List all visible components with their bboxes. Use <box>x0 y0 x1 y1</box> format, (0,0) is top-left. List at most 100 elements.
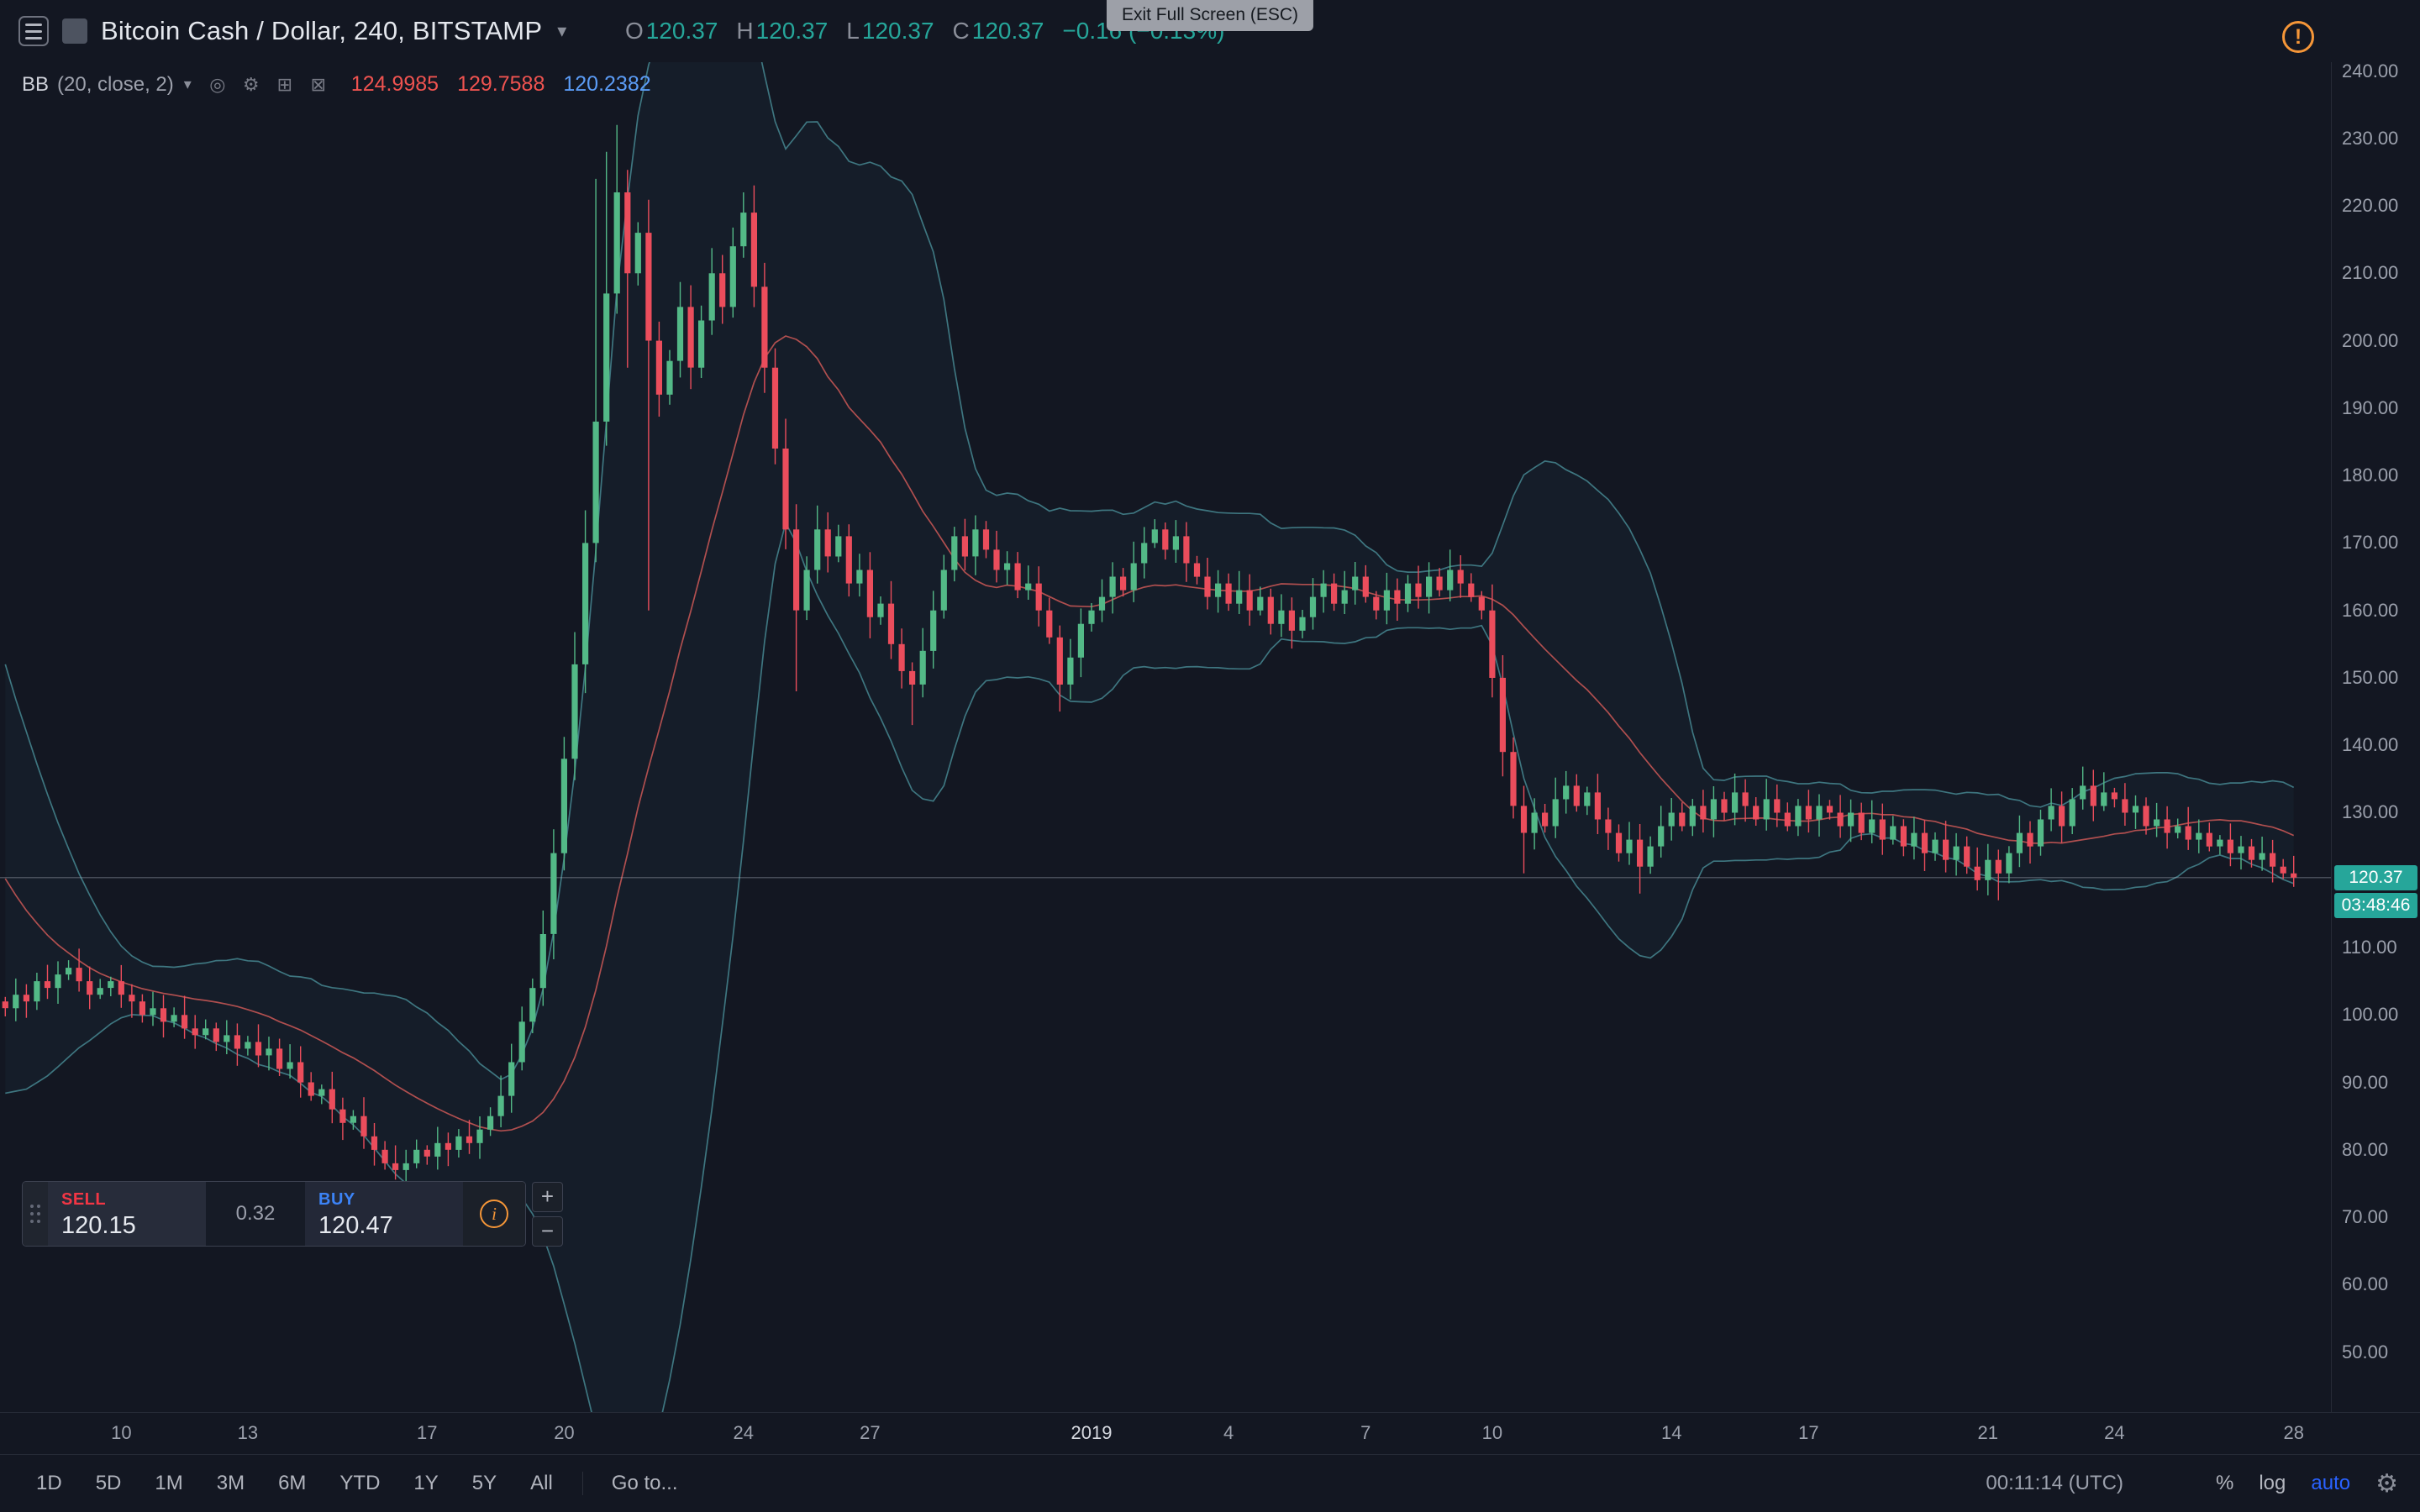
buy-price: 120.47 <box>318 1212 393 1239</box>
buy-button[interactable]: BUY 120.47 <box>305 1182 463 1246</box>
price-axis-label: 80.00 <box>2342 1138 2389 1160</box>
price-axis-label: 230.00 <box>2342 127 2399 149</box>
time-axis-label: 10 <box>1481 1422 1503 1443</box>
divider <box>581 1472 583 1495</box>
range-selector: 1D 5D 1M 3M 6M YTD 1Y 5Y All Go to... <box>22 1467 692 1500</box>
range-button-1m[interactable]: 1M <box>155 1472 183 1494</box>
time-axis-label: 28 <box>2283 1422 2304 1443</box>
symbol-logo-icon <box>62 18 87 44</box>
order-panel: SELL 120.15 0.32 BUY 120.47 i <box>22 1181 526 1247</box>
range-button-1d[interactable]: 1D <box>36 1472 62 1494</box>
sell-label: SELL <box>61 1190 107 1209</box>
menu-icon[interactable] <box>18 16 49 46</box>
time-axis-label: 27 <box>860 1422 881 1443</box>
go-to-button[interactable]: Go to... <box>611 1472 678 1494</box>
indicator-params[interactable]: (20, close, 2) <box>57 72 174 96</box>
price-axis-label: 100.00 <box>2342 1004 2399 1026</box>
gear-icon[interactable]: ⚙ <box>2375 1469 2398 1498</box>
symbol-title[interactable]: Bitcoin Cash / Dollar, 240, BITSTAMP <box>101 16 543 45</box>
range-button-all[interactable]: All <box>530 1472 553 1494</box>
eye-icon[interactable]: ◎ <box>209 73 226 95</box>
bar-countdown-badge: 03:48:46 <box>2334 892 2417 918</box>
top-bar: Bitcoin Cash / Dollar, 240, BITSTAMP ▾ O… <box>0 0 2420 62</box>
spread-value: 0.32 <box>206 1182 305 1246</box>
price-axis-label: 60.00 <box>2342 1273 2389 1295</box>
buy-label: BUY <box>318 1190 355 1209</box>
chevron-down-icon[interactable]: ▾ <box>183 76 192 92</box>
price-axis-label: 160.00 <box>2342 599 2399 621</box>
info-block: i <box>463 1182 525 1246</box>
info-icon[interactable]: i <box>480 1200 508 1228</box>
sell-price: 120.15 <box>61 1212 136 1239</box>
ohlc-close: C 120.37 <box>952 18 1044 44</box>
candlestick-chart-canvas[interactable] <box>0 62 2331 1412</box>
price-axis-label: 180.00 <box>2342 465 2399 486</box>
price-axis-label: 220.00 <box>2342 195 2399 217</box>
time-axis-label: 4 <box>1223 1422 1234 1443</box>
price-axis-label: 170.00 <box>2342 532 2399 554</box>
price-axis-label: 70.00 <box>2342 1206 2389 1228</box>
range-button-5y[interactable]: 5Y <box>471 1472 497 1494</box>
range-button-ytd[interactable]: YTD <box>339 1472 381 1494</box>
price-axis-label: 90.00 <box>2342 1071 2389 1093</box>
time-axis-label: 21 <box>1977 1422 1998 1443</box>
warning-icon[interactable]: ! <box>2282 21 2314 53</box>
decrease-button[interactable]: − <box>532 1215 563 1247</box>
price-axis-label: 190.00 <box>2342 396 2399 418</box>
last-price-badge: 120.37 <box>2334 864 2417 890</box>
price-axis-label: 130.00 <box>2342 801 2399 823</box>
ohlc-high: H 120.37 <box>736 18 829 44</box>
time-axis-label: 10 <box>111 1422 132 1443</box>
time-axis-label: 24 <box>2104 1422 2125 1443</box>
time-axis-label: 20 <box>554 1422 575 1443</box>
price-chart[interactable] <box>0 62 2331 1412</box>
time-axis-label: 7 <box>1360 1422 1371 1443</box>
time-axis-label: 24 <box>733 1422 755 1443</box>
close-icon[interactable]: ⊠ <box>310 73 327 95</box>
range-button-5d[interactable]: 5D <box>95 1472 122 1494</box>
indicator-name[interactable]: BB <box>22 72 50 96</box>
add-icon[interactable]: ⊞ <box>276 73 293 95</box>
indicator-values: 124.9985 129.7588 120.2382 <box>351 72 651 97</box>
drag-handle-icon[interactable] <box>23 1182 48 1246</box>
indicator-value: 129.7588 <box>457 72 545 96</box>
time-axis-label: 17 <box>1798 1422 1819 1443</box>
range-button-3m[interactable]: 3M <box>216 1472 245 1494</box>
bottom-toolbar: 1D 5D 1M 3M 6M YTD 1Y 5Y All Go to... 00:11:14 (… <box>0 1454 2420 1512</box>
price-axis-label: 50.00 <box>2342 1341 2389 1362</box>
exit-fullscreen-tooltip: Exit Full Screen (ESC) <box>1106 0 1314 31</box>
order-widget: SELL 120.15 0.32 BUY 120.47 i + − <box>22 1181 563 1247</box>
time-axis-label: 2019 <box>1071 1422 1113 1443</box>
gear-icon[interactable]: ⚙ <box>242 73 260 95</box>
indicator-value: 120.2382 <box>563 72 651 96</box>
time-axis-label: 17 <box>417 1422 438 1443</box>
time-axis[interactable]: 10 13 17 20 24 27 2019 4 7 10 14 17 21 24 28 <box>0 1412 2420 1454</box>
log-scale-button[interactable]: log <box>2259 1472 2286 1494</box>
sell-button[interactable]: SELL 120.15 <box>48 1182 206 1246</box>
indicator-legend: BB (20, close, 2) ▾ ◎ ⚙ ⊞ ⊠ 124.9985 129.… <box>22 72 651 97</box>
auto-scale-button[interactable]: auto <box>2311 1472 2351 1494</box>
time-axis-label: 14 <box>1660 1422 1682 1443</box>
price-axis-label: 150.00 <box>2342 666 2399 688</box>
price-axis-label: 140.00 <box>2342 734 2399 756</box>
symbol-title-group: Bitcoin Cash / Dollar, 240, BITSTAMP ▾ <box>18 0 566 62</box>
ohlc-open: O 120.37 <box>625 18 718 44</box>
range-button-1y[interactable]: 1Y <box>413 1472 439 1494</box>
increase-button[interactable]: + <box>532 1181 563 1212</box>
time-axis-labels: 10 13 17 20 24 27 2019 4 7 10 14 17 21 24 28 <box>0 1413 2331 1455</box>
price-axis-label: 200.00 <box>2342 329 2399 351</box>
price-axis-label: 110.00 <box>2342 937 2397 958</box>
scale-controls: 00:11:14 (UTC) % log auto ⚙ <box>1986 1469 2398 1499</box>
time-axis-label: 13 <box>237 1422 259 1443</box>
price-axis-label: 210.00 <box>2342 262 2399 284</box>
price-axis-label: 240.00 <box>2342 60 2399 81</box>
range-button-6m[interactable]: 6M <box>278 1472 307 1494</box>
price-axis[interactable]: 240.00 230.00 220.00 210.00 200.00 190.00 180.… <box>2331 60 2420 1412</box>
ohlc-low: L 120.37 <box>846 18 934 44</box>
quantity-stepper: + − <box>532 1181 563 1247</box>
chevron-down-icon[interactable]: ▾ <box>557 20 567 41</box>
percent-scale-button[interactable]: % <box>2216 1472 2234 1494</box>
clock[interactable]: 00:11:14 (UTC) <box>1986 1472 2123 1494</box>
